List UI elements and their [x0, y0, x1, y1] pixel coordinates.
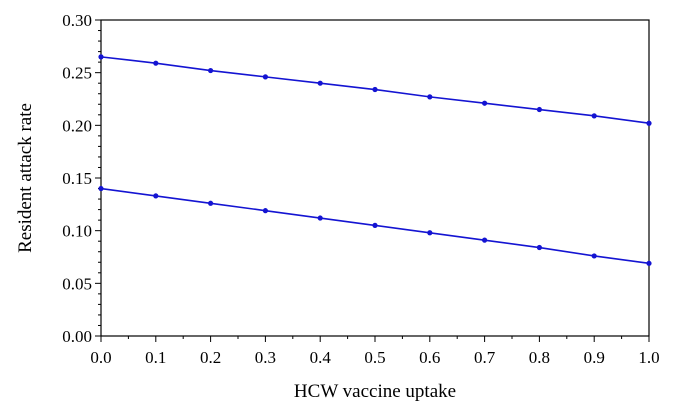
- y-tick-label: 0.20: [62, 116, 92, 135]
- series-2-point: [372, 222, 378, 228]
- series-layer: [98, 54, 652, 266]
- series-2-point: [208, 200, 214, 206]
- series-2-point: [262, 208, 268, 214]
- series-2-point: [153, 193, 159, 199]
- series-1-point: [372, 86, 378, 93]
- series-1-point: [427, 94, 433, 100]
- x-tick-label: 0.2: [200, 348, 221, 367]
- series-1-point: [482, 100, 488, 106]
- y-tick-label: 0.05: [62, 274, 92, 293]
- series-2-point: [646, 260, 652, 266]
- x-tick-label: 0.0: [90, 348, 111, 367]
- series-2-point: [98, 185, 104, 192]
- y-axis-title: Resident attack rate: [15, 103, 36, 253]
- series-1-point: [98, 54, 104, 60]
- x-tick-label: 0.5: [364, 348, 385, 367]
- series-2-point: [482, 237, 488, 243]
- series-1-point: [317, 80, 323, 86]
- y-tick-label: 0.15: [62, 169, 92, 188]
- x-tick-label: 0.3: [255, 348, 276, 367]
- series-1-point: [208, 67, 214, 74]
- series-2-point: [427, 230, 433, 236]
- x-tick-label: 0.9: [584, 348, 605, 367]
- series-1-point: [153, 60, 159, 66]
- x-tick-label: 0.7: [474, 348, 496, 367]
- series-1-point: [262, 74, 268, 80]
- series-1-point: [536, 106, 543, 113]
- x-tick-label: 0.8: [529, 348, 550, 367]
- series-1-point: [646, 120, 652, 126]
- series-2-point: [536, 244, 543, 251]
- y-tick-label: 0.25: [62, 64, 92, 83]
- x-tick-label: 1.0: [638, 348, 659, 367]
- y-axis-ticks: 0.00 0.05 0.10 0.15 0.20 0.25 0.30: [62, 11, 101, 346]
- y-tick-label: 0.00: [62, 327, 92, 346]
- series-1-point: [591, 113, 597, 119]
- x-axis-title: HCW vaccine uptake: [294, 381, 456, 402]
- y-tick-label: 0.30: [62, 11, 92, 30]
- series-2-point: [317, 215, 323, 221]
- series-2-point: [591, 253, 597, 259]
- y-tick-label: 0.10: [62, 222, 92, 241]
- x-tick-label: 0.4: [310, 348, 332, 367]
- x-axis-ticks: 0.0 0.1 0.2 0.3 0.4 0.5 0.6 0.7 0.8 0.9 1.0: [90, 336, 660, 367]
- x-tick-label: 0.1: [145, 348, 166, 367]
- x-tick-label: 0.6: [419, 348, 440, 367]
